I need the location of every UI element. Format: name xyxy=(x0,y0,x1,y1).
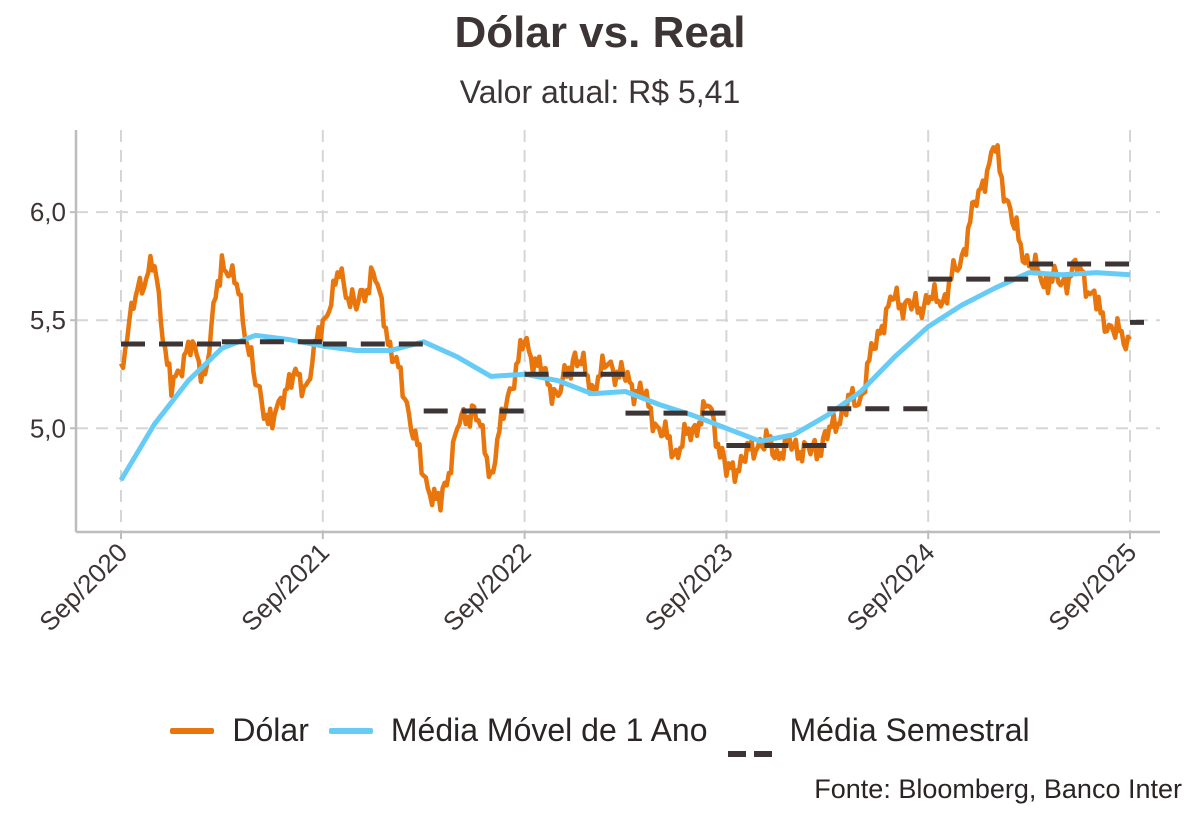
y-tick-label: 5,5 xyxy=(30,305,66,335)
chart-title: Dólar vs. Real xyxy=(454,8,746,57)
series-line-dolar xyxy=(118,143,1132,513)
x-tick-label: Sep/2020 xyxy=(33,537,133,637)
source-note: Fonte: Bloomberg, Banco Inter xyxy=(814,774,1182,804)
legend-item-dolar: Dólar xyxy=(170,712,309,749)
x-tick-label: Sep/2024 xyxy=(841,537,941,637)
chart-subtitle: Valor atual: R$ 5,41 xyxy=(459,74,741,110)
x-tick-label: Sep/2025 xyxy=(1042,537,1142,637)
y-tick-label: 5,0 xyxy=(30,413,66,443)
legend-swatch-dolar xyxy=(170,727,215,734)
legend-label-media-movel: Média Móvel de 1 Ano xyxy=(390,712,708,748)
series-line-media-movel xyxy=(118,270,1131,482)
chart-legend: Dólar Média Móvel de 1 Ano Média Semestr… xyxy=(0,712,1200,757)
x-tick-label: Sep/2021 xyxy=(235,537,335,637)
x-tick-label: Sep/2023 xyxy=(639,537,739,637)
x-tick-label: Sep/2022 xyxy=(437,537,537,637)
legend-item-media-semestral: Média Semestral xyxy=(727,712,1030,757)
line-chart: 5,0 5,5 6,0 Sep/2020 Sep/2021 Sep/2022 Sep/202… xyxy=(30,130,1160,637)
legend-label-media-semestral: Média Semestral xyxy=(789,712,1030,748)
legend-label-dolar: Dólar xyxy=(232,712,309,748)
legend-item-media-movel: Média Móvel de 1 Ano xyxy=(328,712,708,749)
legend-swatch-media-movel xyxy=(328,727,373,734)
y-tick-label: 6,0 xyxy=(30,197,66,227)
legend-swatch-media-semestral xyxy=(727,728,772,757)
